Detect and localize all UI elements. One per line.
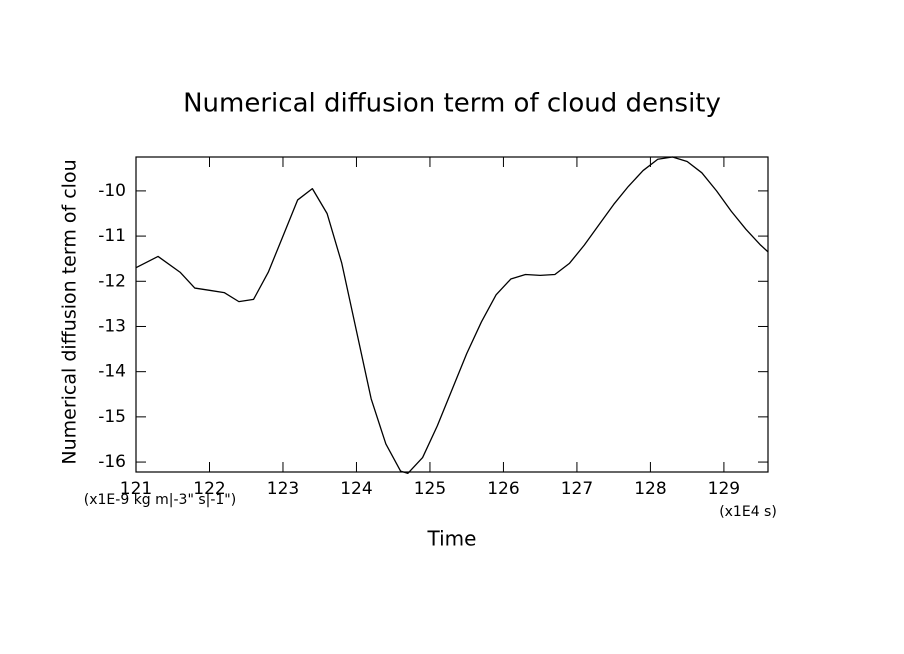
x-tick-label: 123 <box>267 479 299 499</box>
y-tick-label: -15 <box>98 407 126 427</box>
x-tick-label: 121 <box>120 479 152 499</box>
y-units: (x1E-9 kg m|-3" s|-1") <box>84 492 236 508</box>
x-tick-label: 127 <box>561 479 593 499</box>
x-tick-label: 125 <box>414 479 446 499</box>
data-line <box>135 156 769 475</box>
y-tick-label: -16 <box>98 452 126 472</box>
x-axis-label: Time <box>427 527 477 551</box>
x-tick-label: 124 <box>340 479 372 499</box>
y-tick-label: -10 <box>98 181 126 201</box>
y-tick-label: -14 <box>98 362 126 382</box>
y-axis-label: Numerical diffusion term of clou <box>59 159 81 464</box>
chart-title: Numerical diffusion term of cloud densit… <box>183 89 721 119</box>
x-tick-label: 128 <box>634 479 666 499</box>
x-units: (x1E4 s) <box>719 504 777 520</box>
y-tick-label: -11 <box>98 226 126 246</box>
y-tick-label: -13 <box>98 316 126 336</box>
x-tick-label: 129 <box>708 479 740 499</box>
x-tick-label: 126 <box>487 479 519 499</box>
y-tick-label: -12 <box>98 271 126 291</box>
plot-frame <box>135 156 769 473</box>
x-tick-label: 122 <box>193 479 225 499</box>
